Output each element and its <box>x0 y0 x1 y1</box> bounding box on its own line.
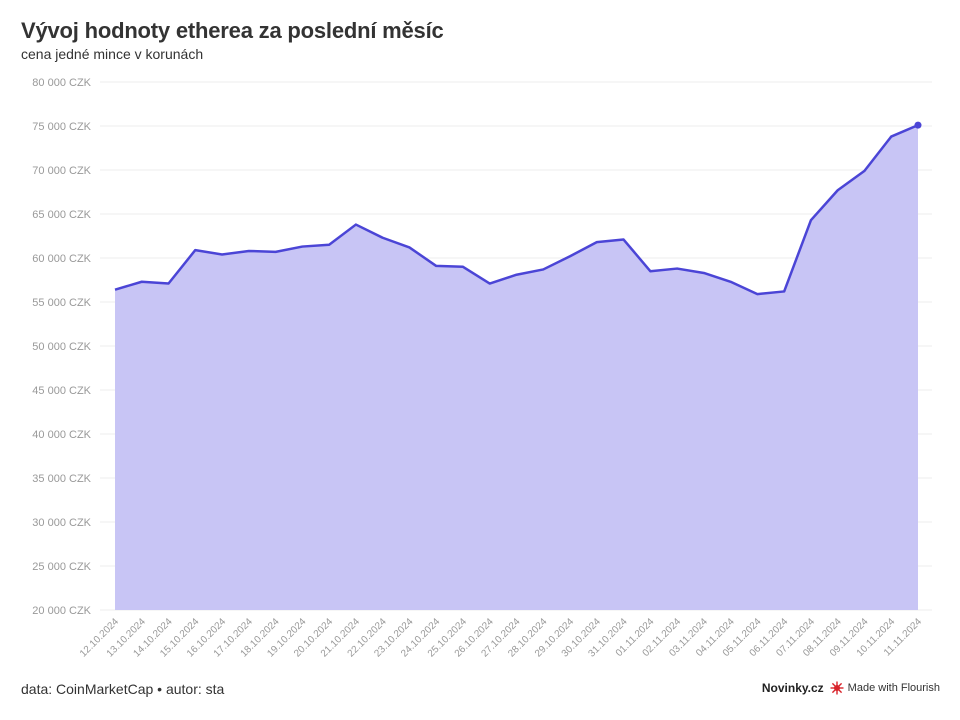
x-axis-ticks: 12.10.202413.10.202414.10.202415.10.2024… <box>78 616 924 659</box>
chart-title: Vývoj hodnoty etherea za poslední měsíc <box>21 18 444 43</box>
flourish-icon <box>830 681 844 695</box>
y-tick-label: 65 000 CZK <box>32 209 91 221</box>
source-credit: data: CoinMarketCap • autor: sta <box>21 681 225 697</box>
data-point <box>914 121 922 129</box>
y-tick-label: 45 000 CZK <box>32 385 91 397</box>
area-fill <box>115 125 918 611</box>
y-tick-label: 50 000 CZK <box>32 341 91 353</box>
y-tick-label: 80 000 CZK <box>32 77 91 89</box>
y-tick-label: 25 000 CZK <box>32 561 91 573</box>
novinky-logo[interactable]: Novinky.cz <box>761 681 824 695</box>
y-tick-label: 20 000 CZK <box>32 605 91 617</box>
flourish-credit[interactable]: Made with Flourish <box>830 681 940 695</box>
y-tick-label: 70 000 CZK <box>32 165 91 177</box>
y-tick-label: 40 000 CZK <box>32 429 91 441</box>
y-tick-label: 30 000 CZK <box>32 517 91 529</box>
y-axis-ticks: 20 000 CZK 25 000 CZK 30 000 CZK 35 000 CZK… <box>32 77 91 617</box>
y-tick-label: 55 000 CZK <box>32 297 91 309</box>
flourish-label: Made with Flourish <box>847 682 940 694</box>
y-tick-label: 60 000 CZK <box>32 253 91 265</box>
footer-branding: Novinky.cz Made with Flourish <box>762 681 940 695</box>
area-series <box>114 121 922 611</box>
y-tick-label: 35 000 CZK <box>32 473 91 485</box>
chart-subtitle: cena jedné mince v korunách <box>21 46 204 62</box>
y-tick-label: 75 000 CZK <box>32 121 91 133</box>
